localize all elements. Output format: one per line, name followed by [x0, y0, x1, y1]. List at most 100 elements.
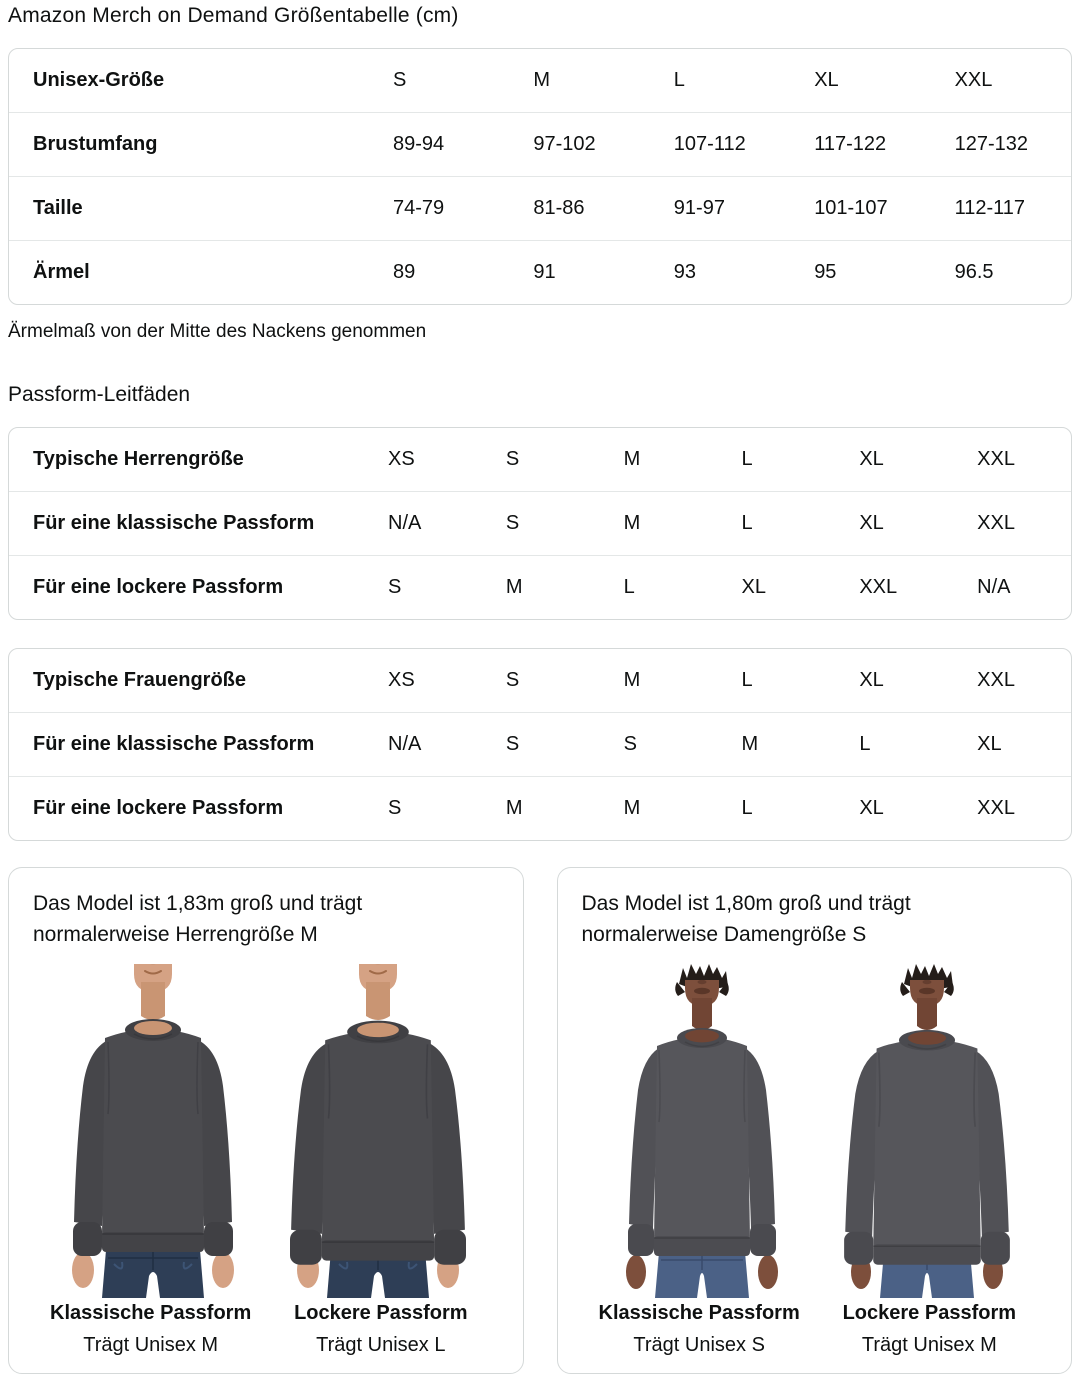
row-label: Für eine klassische Passform: [33, 512, 315, 534]
cell-value: N/A: [388, 512, 422, 534]
size-column-header: S: [393, 69, 407, 91]
table-header-row: Unisex-Größe S M L XL XXL: [9, 49, 1071, 112]
cell-value: N/A: [388, 733, 422, 755]
size-worn-label: Trägt Unisex S: [633, 1334, 765, 1356]
table-row: Typische Frauengröße XS S M L XL XXL: [9, 649, 1071, 712]
cell-value: XXL: [977, 512, 1015, 534]
table-row-chest: Brustumfang 89-94 97-102 107-112 117-122…: [9, 112, 1071, 176]
cell-value: 97-102: [533, 133, 596, 155]
page-title: Amazon Merch on Demand Größentabelle (cm…: [8, 4, 459, 27]
cell-value: XXL: [977, 797, 1015, 819]
cell-value: N/A: [977, 576, 1011, 598]
cell-value: 112-117: [954, 197, 1026, 219]
cell-value: XL: [741, 576, 766, 598]
female-loose-fit-photo: [843, 964, 1011, 1298]
cell-value: XL: [977, 733, 1002, 755]
cell-value: L: [741, 797, 753, 819]
size-column-header: XL: [814, 69, 839, 91]
photo-captions: Klassische Passform Trägt Unisex S Locke…: [582, 1302, 1048, 1357]
female-model-card: Das Model ist 1,80m groß und trägt norma…: [556, 867, 1072, 1374]
row-label: Für eine klassische Passform: [33, 733, 315, 755]
cell-value: 81-86: [533, 197, 585, 219]
fit-label: Klassische Passform: [50, 1302, 252, 1324]
female-classic-fit-photo: [624, 964, 779, 1298]
caption-loose: Lockere Passform Trägt Unisex L: [268, 1302, 493, 1357]
cell-value: 117-122: [814, 133, 887, 155]
size-worn-label: Trägt Unisex M: [861, 1334, 997, 1356]
table-row: Für eine klassische Passform N/A S M L X…: [9, 491, 1071, 555]
cell-value: XL: [859, 797, 884, 819]
cell-value: 74-79: [393, 197, 445, 219]
table-row: Für eine lockere Passform S M L XL XXL N…: [9, 555, 1071, 619]
cell-value: XL: [859, 512, 884, 534]
cell-value: S: [505, 512, 520, 534]
cell-value: L: [741, 512, 753, 534]
cell-value: S: [505, 448, 520, 470]
table-row: Typische Herrengröße XS S M L XL XXL: [9, 428, 1071, 491]
cell-value: XS: [388, 448, 415, 470]
womens-fit-table: Typische Frauengröße XS S M L XL XXL Für…: [8, 648, 1072, 841]
cell-value: XXL: [977, 448, 1015, 470]
cell-value: XXL: [977, 669, 1015, 691]
male-classic-fit-photo: [71, 964, 236, 1298]
cell-value: M: [623, 797, 641, 819]
table-row: Für eine lockere Passform S M M L XL XXL: [9, 776, 1071, 840]
cell-value: 91-97: [673, 197, 725, 219]
cell-value: 91: [533, 261, 556, 283]
model-photos: [33, 964, 499, 1298]
table-row-waist: Taille 74-79 81-86 91-97 101-107 112-117: [9, 176, 1071, 240]
male-loose-fit-photo: [289, 964, 468, 1298]
cell-value: M: [623, 669, 641, 691]
cell-value: M: [505, 576, 523, 598]
cell-value: XXL: [859, 576, 898, 598]
row-label: Brustumfang: [33, 133, 158, 155]
cell-value: M: [623, 448, 641, 470]
row-label: Typische Herrengröße: [33, 448, 244, 470]
size-column-header: XXL: [954, 69, 993, 91]
row-label: Ärmel: [33, 261, 90, 283]
size-column-header: L: [673, 69, 685, 91]
cell-value: 96.5: [954, 261, 994, 283]
table-row: Für eine klassische Passform N/A S S M L…: [9, 712, 1071, 776]
row-label: Für eine lockere Passform: [33, 797, 284, 819]
cell-value: M: [505, 797, 523, 819]
male-model-card: Das Model ist 1,83m groß und trägt norma…: [8, 867, 524, 1374]
cell-value: L: [859, 733, 871, 755]
size-worn-label: Trägt Unisex L: [316, 1334, 446, 1356]
cell-value: M: [623, 512, 641, 534]
cell-value: XL: [859, 669, 884, 691]
sleeve-measure-note: Ärmelmaß von der Mitte des Nackens genom…: [8, 321, 427, 342]
fit-label: Lockere Passform: [842, 1302, 1017, 1324]
fit-label: Lockere Passform: [294, 1302, 468, 1324]
cell-value: 89-94: [393, 133, 445, 155]
cell-value: 89: [393, 261, 416, 283]
cell-value: S: [388, 576, 402, 598]
cell-value: 127-132: [954, 133, 1028, 155]
row-label: Für eine lockere Passform: [33, 576, 284, 598]
cell-value: M: [741, 733, 759, 755]
table-row-sleeve: Ärmel 89 91 93 95 96.5: [9, 240, 1071, 304]
cell-value: L: [741, 669, 753, 691]
model-cards: Das Model ist 1,83m groß und trägt norma…: [8, 867, 1072, 1374]
cell-value: 101-107: [814, 197, 888, 219]
unisex-size-table: Unisex-Größe S M L XL XXL Brustumfang 89…: [8, 48, 1072, 305]
caption-classic: Klassische Passform Trägt Unisex M: [38, 1302, 263, 1357]
caption-classic: Klassische Passform Trägt Unisex S: [587, 1302, 812, 1357]
fit-guides-heading: Passform-Leitfäden: [8, 383, 191, 406]
model-description: Das Model ist 1,80m groß und trägt norma…: [581, 892, 911, 946]
fit-label: Klassische Passform: [598, 1302, 800, 1324]
row-label: Unisex-Größe: [33, 69, 165, 91]
cell-value: S: [505, 669, 520, 691]
model-photos: [582, 964, 1048, 1298]
row-label: Taille: [33, 197, 83, 219]
mens-fit-table: Typische Herrengröße XS S M L XL XXL Für…: [8, 427, 1072, 620]
size-worn-label: Trägt Unisex M: [83, 1334, 219, 1356]
cell-value: S: [388, 797, 402, 819]
cell-value: L: [741, 448, 753, 470]
model-description: Das Model ist 1,83m groß und trägt norma…: [33, 892, 363, 946]
cell-value: XS: [388, 669, 415, 691]
cell-value: 107-112: [673, 133, 746, 155]
row-label: Typische Frauengröße: [33, 669, 247, 691]
cell-value: S: [505, 733, 520, 755]
